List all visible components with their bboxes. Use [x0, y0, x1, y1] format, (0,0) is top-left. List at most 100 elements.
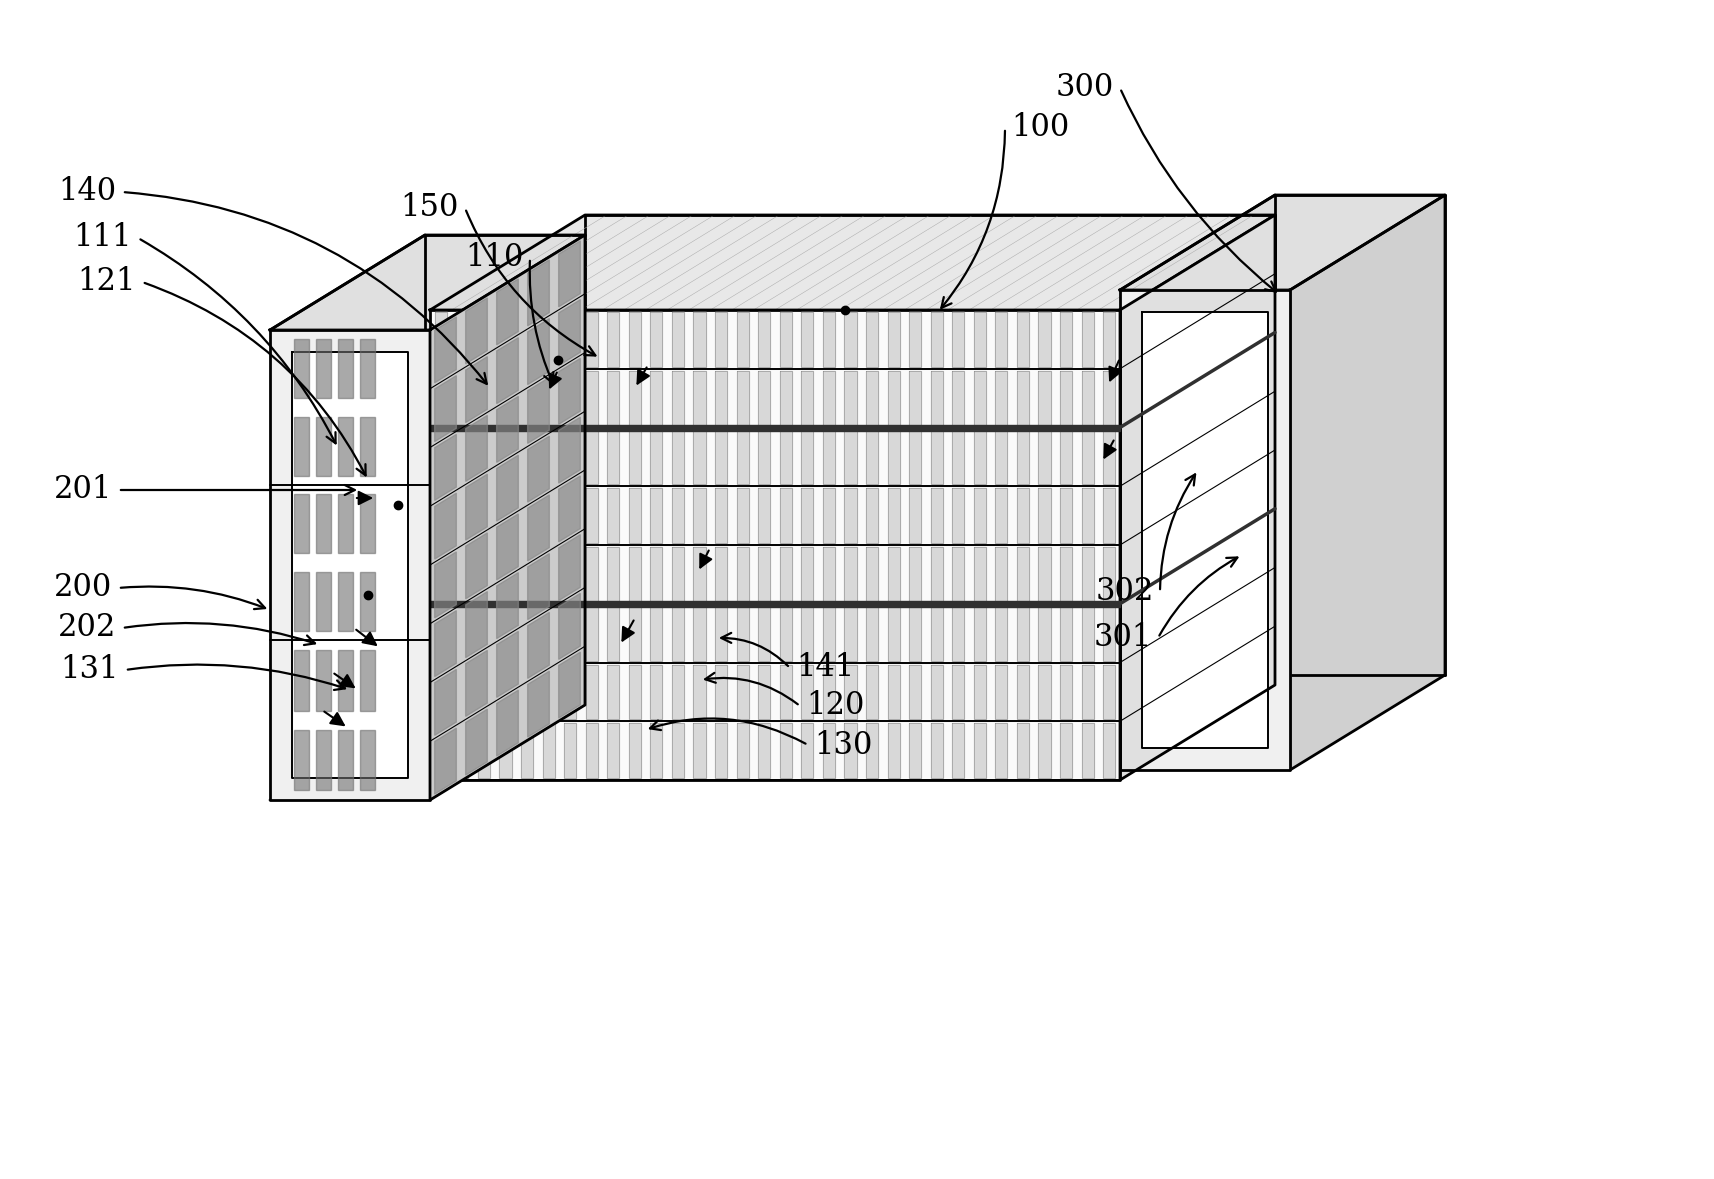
- Polygon shape: [780, 312, 792, 367]
- Polygon shape: [543, 547, 555, 601]
- Polygon shape: [607, 370, 619, 426]
- Polygon shape: [564, 429, 576, 485]
- Polygon shape: [559, 417, 581, 483]
- Polygon shape: [802, 312, 814, 367]
- Polygon shape: [1082, 665, 1094, 719]
- Polygon shape: [629, 723, 641, 778]
- Polygon shape: [315, 650, 331, 711]
- Polygon shape: [1082, 488, 1094, 544]
- Polygon shape: [478, 312, 490, 367]
- Polygon shape: [559, 534, 581, 600]
- Polygon shape: [908, 429, 920, 485]
- Polygon shape: [953, 312, 965, 367]
- Polygon shape: [650, 488, 662, 544]
- Polygon shape: [715, 312, 727, 367]
- Polygon shape: [499, 429, 511, 485]
- Polygon shape: [694, 312, 706, 367]
- Text: 302: 302: [1095, 577, 1154, 607]
- Polygon shape: [672, 312, 684, 367]
- Polygon shape: [521, 312, 533, 367]
- Polygon shape: [466, 533, 487, 599]
- Polygon shape: [559, 358, 581, 424]
- Polygon shape: [497, 690, 518, 756]
- Text: 201: 201: [53, 474, 111, 506]
- Polygon shape: [974, 665, 986, 719]
- Polygon shape: [315, 417, 331, 476]
- Polygon shape: [435, 552, 456, 618]
- Polygon shape: [888, 429, 900, 485]
- Polygon shape: [607, 488, 619, 544]
- Polygon shape: [1059, 606, 1073, 660]
- Polygon shape: [456, 547, 468, 601]
- Polygon shape: [694, 665, 706, 719]
- Polygon shape: [737, 665, 749, 719]
- Polygon shape: [435, 312, 447, 367]
- Polygon shape: [430, 601, 1119, 607]
- Polygon shape: [888, 370, 900, 426]
- Polygon shape: [564, 312, 576, 367]
- Polygon shape: [996, 312, 1008, 367]
- Polygon shape: [866, 312, 878, 367]
- Polygon shape: [543, 429, 555, 485]
- Polygon shape: [360, 572, 375, 631]
- Polygon shape: [780, 665, 792, 719]
- Polygon shape: [1082, 429, 1094, 485]
- Polygon shape: [435, 370, 447, 426]
- Polygon shape: [996, 429, 1008, 485]
- Polygon shape: [1104, 665, 1116, 719]
- Polygon shape: [823, 547, 835, 601]
- Polygon shape: [360, 730, 375, 790]
- Polygon shape: [607, 606, 619, 660]
- Polygon shape: [528, 671, 550, 737]
- Polygon shape: [1119, 290, 1291, 770]
- Polygon shape: [497, 455, 518, 521]
- Polygon shape: [435, 606, 447, 660]
- Polygon shape: [802, 723, 814, 778]
- Polygon shape: [908, 488, 920, 544]
- Polygon shape: [650, 665, 662, 719]
- Polygon shape: [543, 606, 555, 660]
- Polygon shape: [435, 376, 456, 442]
- Polygon shape: [715, 488, 727, 544]
- Polygon shape: [953, 488, 965, 544]
- Polygon shape: [931, 312, 943, 367]
- Polygon shape: [802, 429, 814, 485]
- Polygon shape: [694, 488, 706, 544]
- Polygon shape: [780, 370, 792, 426]
- Polygon shape: [908, 723, 920, 778]
- Polygon shape: [758, 429, 770, 485]
- Polygon shape: [1059, 370, 1073, 426]
- Polygon shape: [802, 547, 814, 601]
- Polygon shape: [564, 665, 576, 719]
- Polygon shape: [338, 417, 353, 476]
- Polygon shape: [586, 488, 598, 544]
- Polygon shape: [974, 370, 986, 426]
- Polygon shape: [499, 606, 511, 660]
- Polygon shape: [1104, 312, 1116, 367]
- Polygon shape: [758, 606, 770, 660]
- Polygon shape: [1039, 606, 1051, 660]
- Polygon shape: [672, 606, 684, 660]
- Polygon shape: [430, 424, 1119, 430]
- Polygon shape: [845, 606, 857, 660]
- Polygon shape: [607, 547, 619, 601]
- Polygon shape: [435, 547, 447, 601]
- Polygon shape: [694, 606, 706, 660]
- Polygon shape: [737, 429, 749, 485]
- Polygon shape: [802, 488, 814, 544]
- Polygon shape: [650, 723, 662, 778]
- Text: 150: 150: [401, 192, 459, 224]
- Polygon shape: [586, 429, 598, 485]
- Polygon shape: [908, 606, 920, 660]
- Polygon shape: [1039, 429, 1051, 485]
- Polygon shape: [888, 488, 900, 544]
- Polygon shape: [1104, 606, 1116, 660]
- Polygon shape: [430, 215, 1275, 310]
- Polygon shape: [521, 429, 533, 485]
- Polygon shape: [888, 547, 900, 601]
- Polygon shape: [1059, 488, 1073, 544]
- Polygon shape: [1016, 488, 1028, 544]
- Polygon shape: [1119, 195, 1445, 290]
- Polygon shape: [435, 317, 456, 383]
- Polygon shape: [758, 312, 770, 367]
